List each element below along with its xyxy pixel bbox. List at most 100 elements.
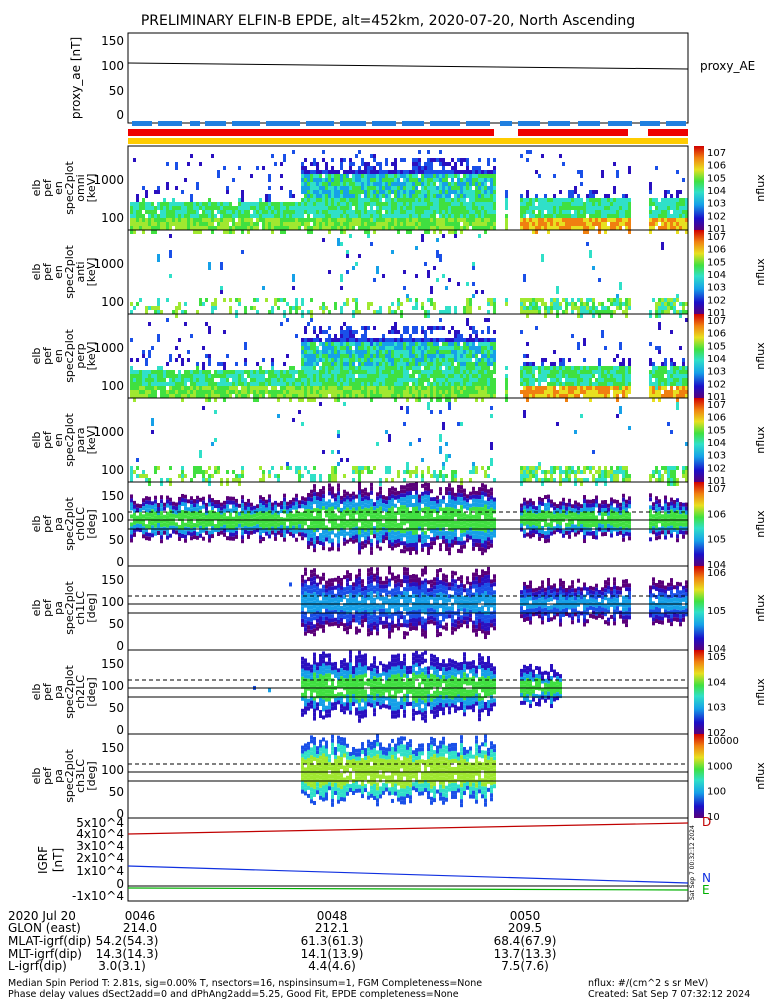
spectrogram-cell (397, 214, 400, 218)
spectrogram-cell (151, 394, 154, 398)
spectrogram-cell (433, 338, 436, 342)
spectrogram-cell (676, 310, 679, 314)
spectrogram-cell (427, 394, 430, 398)
spectrogram-cell (184, 178, 187, 182)
spectrogram-cell (199, 222, 202, 226)
spectrogram-cell (292, 218, 295, 222)
spectrogram-cell (277, 378, 280, 382)
spectrogram-cell (610, 198, 613, 202)
spectrogram-cell (226, 370, 229, 374)
spectrogram-cell (451, 394, 454, 398)
spectrogram-cell (352, 466, 355, 470)
spectrogram-cell (280, 218, 283, 222)
spectrogram-cell (154, 390, 157, 394)
spectrogram-cell (340, 174, 343, 182)
spectrogram-cell (559, 202, 562, 206)
spectrogram-cell (568, 302, 571, 306)
spectrogram-cell (376, 374, 379, 378)
spectrogram-cell (556, 394, 559, 398)
spectrogram-cell (169, 497, 172, 502)
spectrogram-cell (574, 306, 577, 310)
spectrogram-cell (181, 190, 184, 194)
spectrogram-cell (475, 214, 478, 218)
spectrogram-cell (337, 462, 340, 466)
spectrogram-cell (145, 504, 148, 509)
spectrogram-cell (445, 162, 448, 166)
spectrogram-cell (280, 466, 283, 470)
spectrogram-cell (205, 370, 208, 374)
spectrogram-cell (178, 226, 181, 230)
spectrogram-cell (334, 178, 337, 182)
spectrogram-cell (154, 507, 157, 512)
spectrogram-cell (349, 330, 352, 334)
spectrogram-cell (337, 366, 340, 370)
spectrogram-cell (553, 174, 556, 178)
spectrogram-cell (418, 182, 421, 186)
spectrogram-cell (133, 508, 136, 513)
spectrogram-cell (412, 182, 415, 186)
spectrogram-cell (190, 210, 193, 214)
spectrogram-cell (142, 522, 145, 527)
spectrogram-cell (433, 174, 436, 178)
spectrogram-cell (190, 386, 193, 390)
spectrogram-cell (436, 326, 439, 330)
spectrogram-cell (223, 330, 226, 334)
spectrogram-cell (271, 154, 274, 158)
spectrogram-cell (148, 496, 151, 501)
spectrogram-cell (571, 190, 574, 198)
spectrogram-cell (439, 202, 442, 206)
spectrogram-cell (358, 374, 361, 378)
spectrogram-cell (241, 378, 244, 382)
spectrogram-cell (622, 478, 625, 482)
spectrogram-cell (556, 206, 559, 210)
spectrogram-cell (619, 306, 622, 310)
spectrogram-cell (490, 342, 493, 346)
completeness-bar-segment (648, 129, 688, 136)
spectrogram-cell (379, 358, 382, 362)
spectrogram-cell (418, 158, 421, 162)
spectrogram-cell (427, 190, 430, 194)
spectrogram-cell (520, 378, 523, 382)
spectrogram-cell (544, 358, 547, 362)
spectrogram-cell (559, 190, 562, 194)
spectrogram-cell (142, 526, 145, 531)
spectrogram-cell (301, 390, 304, 394)
spectrogram-cell (415, 354, 418, 358)
spectrogram-cell (319, 190, 322, 194)
spectrogram-cell (157, 298, 160, 306)
spectrogram-cell (475, 370, 478, 374)
spectrogram-cell (403, 350, 406, 354)
spectrogram-cell (292, 286, 295, 290)
spectrogram-cell (361, 342, 364, 346)
spectrogram-cell (265, 226, 268, 230)
spectrogram-cell (667, 374, 670, 378)
spectrogram-cell (601, 226, 604, 230)
spectrogram-cell (400, 174, 403, 178)
completeness-bar-segment (128, 129, 494, 136)
spectrogram-cell (259, 499, 262, 504)
spectrogram-cell (415, 210, 418, 214)
spectrogram-cell (343, 302, 346, 306)
spectrogram-cell (241, 390, 244, 394)
spectrogram-cell (673, 302, 676, 306)
spectrogram-cell (295, 222, 298, 226)
spectrogram-cell (184, 506, 187, 511)
spectrogram-cell (187, 162, 190, 166)
spectrogram-cell (559, 366, 562, 370)
spectrogram-cell (133, 370, 136, 374)
spectrogram-cell (211, 210, 214, 214)
spectrogram-cell (133, 528, 136, 533)
spectrogram-cell (346, 346, 349, 350)
spectrogram-cell (253, 382, 256, 386)
spectrogram-cell (475, 466, 478, 474)
spectrogram-cell (673, 306, 676, 310)
spectrogram-cell (373, 210, 376, 214)
spectrogram-cell (340, 162, 343, 170)
spectrogram-cell (580, 222, 583, 226)
spectrogram-cell (625, 206, 628, 210)
spectrogram-cell (424, 338, 427, 342)
spectrogram-cell (658, 210, 661, 214)
spectrogram-cell (490, 394, 493, 398)
spectrogram-cell (196, 214, 199, 218)
spectrogram-cell (349, 198, 352, 202)
